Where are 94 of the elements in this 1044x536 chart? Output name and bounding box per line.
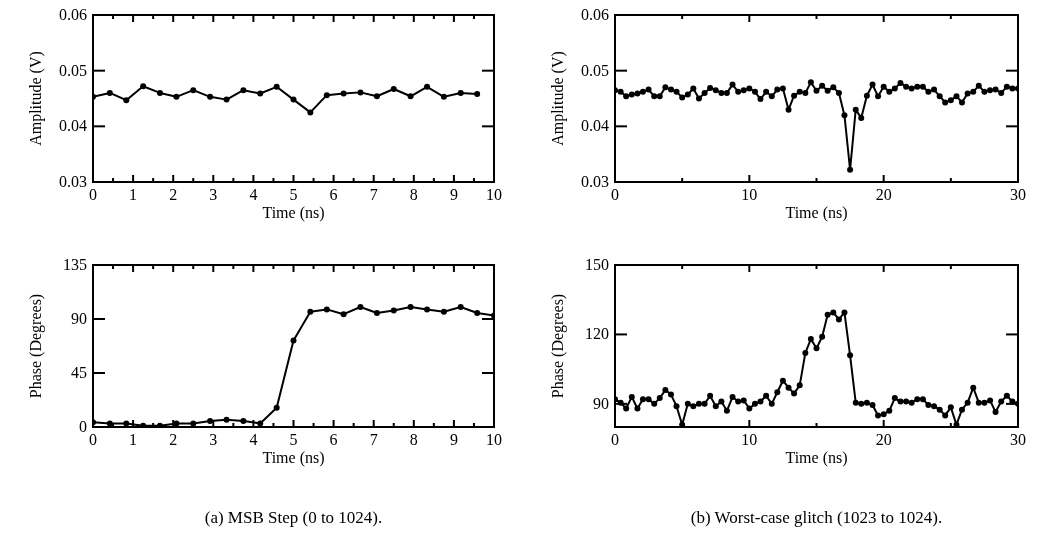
x-tick-label: 5 (289, 431, 298, 448)
x-tick-label: 10 (741, 186, 758, 203)
x-tick-label: 9 (449, 431, 458, 448)
point (390, 86, 397, 93)
text: (a) MSB Step (0 to 1024). (204, 508, 383, 527)
x-tick-label: 30 (1010, 186, 1026, 203)
x-tick-label: 30 (1010, 431, 1026, 448)
point (307, 109, 314, 116)
point (457, 304, 464, 310)
x-tick-label: 3 (209, 431, 218, 448)
y-axis-title: Amplitude (V) (549, 51, 567, 146)
point (474, 310, 481, 316)
point (257, 420, 264, 427)
point (156, 89, 163, 96)
point (290, 337, 297, 344)
x-tick-label: 6 (329, 186, 338, 203)
x-tick-label: 10 (741, 431, 758, 448)
text: (b) Worst-case glitch (1023 to 1024). (690, 508, 943, 527)
y-tick-label: 90 (593, 394, 609, 412)
point (424, 83, 431, 90)
point (223, 416, 230, 423)
y-tick-label: 0.03 (59, 173, 87, 190)
point (373, 93, 380, 100)
x-tick-label: 4 (249, 431, 258, 448)
point (207, 93, 214, 100)
x-axis-title: Time (ns) (262, 449, 325, 467)
y-tick-label: 0.06 (581, 6, 609, 23)
point (223, 96, 230, 103)
point (424, 306, 431, 313)
x-axis-title: Time (ns) (262, 204, 325, 222)
point (323, 306, 330, 313)
point (340, 90, 347, 97)
x-axis-title: Time (ns) (785, 204, 848, 222)
point (240, 418, 247, 424)
point (340, 311, 347, 318)
point (290, 96, 297, 103)
point (173, 93, 180, 100)
y-axis-title: Phase (Degrees) (549, 293, 567, 399)
x-tick-label: 7 (369, 431, 378, 448)
y-tick-label: 0.05 (59, 61, 87, 79)
point (407, 93, 414, 100)
point (123, 97, 130, 104)
point (106, 89, 113, 96)
y-tick-label: 0.04 (581, 117, 609, 135)
point (357, 89, 364, 96)
point (307, 308, 314, 315)
point (407, 304, 414, 310)
y-tick-label: 0 (79, 418, 87, 435)
point (323, 92, 330, 99)
x-tick-label: 20 (875, 186, 892, 203)
y-tick-label: 0.05 (581, 61, 609, 79)
y-tick-label: 0.04 (59, 117, 87, 135)
point (240, 87, 247, 94)
point (440, 93, 447, 100)
x-tick-label: 5 (289, 186, 298, 203)
y-tick-label: 135 (63, 256, 87, 273)
y-tick-label: 45 (71, 364, 87, 381)
point (373, 310, 380, 316)
y-axis-title: Amplitude (V) (27, 51, 45, 146)
point (457, 89, 464, 96)
x-tick-label: 9 (449, 186, 458, 203)
x-tick-label: 8 (409, 186, 418, 203)
x-tick-label: 8 (409, 431, 418, 448)
point (440, 308, 447, 315)
y-tick-label: 0.06 (59, 6, 87, 23)
point (257, 90, 264, 97)
x-tick-label: 6 (329, 431, 338, 448)
y-tick-label: 120 (585, 325, 609, 343)
point (106, 420, 113, 427)
point (474, 91, 481, 98)
point (273, 83, 280, 90)
point (273, 404, 280, 411)
point (207, 418, 214, 424)
x-tick-label: 2 (169, 431, 178, 448)
x-axis-title: Time (ns) (785, 449, 848, 467)
x-tick-label: 10 (486, 431, 502, 448)
x-tick-label: 10 (486, 186, 502, 203)
y-tick-label: 0.03 (581, 173, 609, 190)
y-axis-title: Phase (Degrees) (27, 293, 45, 399)
x-tick-label: 4 (249, 186, 258, 203)
point (173, 420, 180, 427)
x-tick-label: 1 (129, 186, 138, 203)
y-tick-label: 150 (585, 256, 609, 273)
point (357, 304, 364, 310)
point (190, 87, 197, 94)
x-tick-label: 2 (169, 186, 178, 203)
point (123, 420, 130, 427)
x-tick-label: 3 (209, 186, 218, 203)
x-tick-label: 1 (129, 431, 138, 448)
x-tick-label: 20 (875, 431, 892, 448)
point (140, 83, 147, 90)
point (390, 307, 397, 314)
x-tick-label: 7 (369, 186, 378, 203)
y-tick-label: 90 (71, 310, 87, 327)
